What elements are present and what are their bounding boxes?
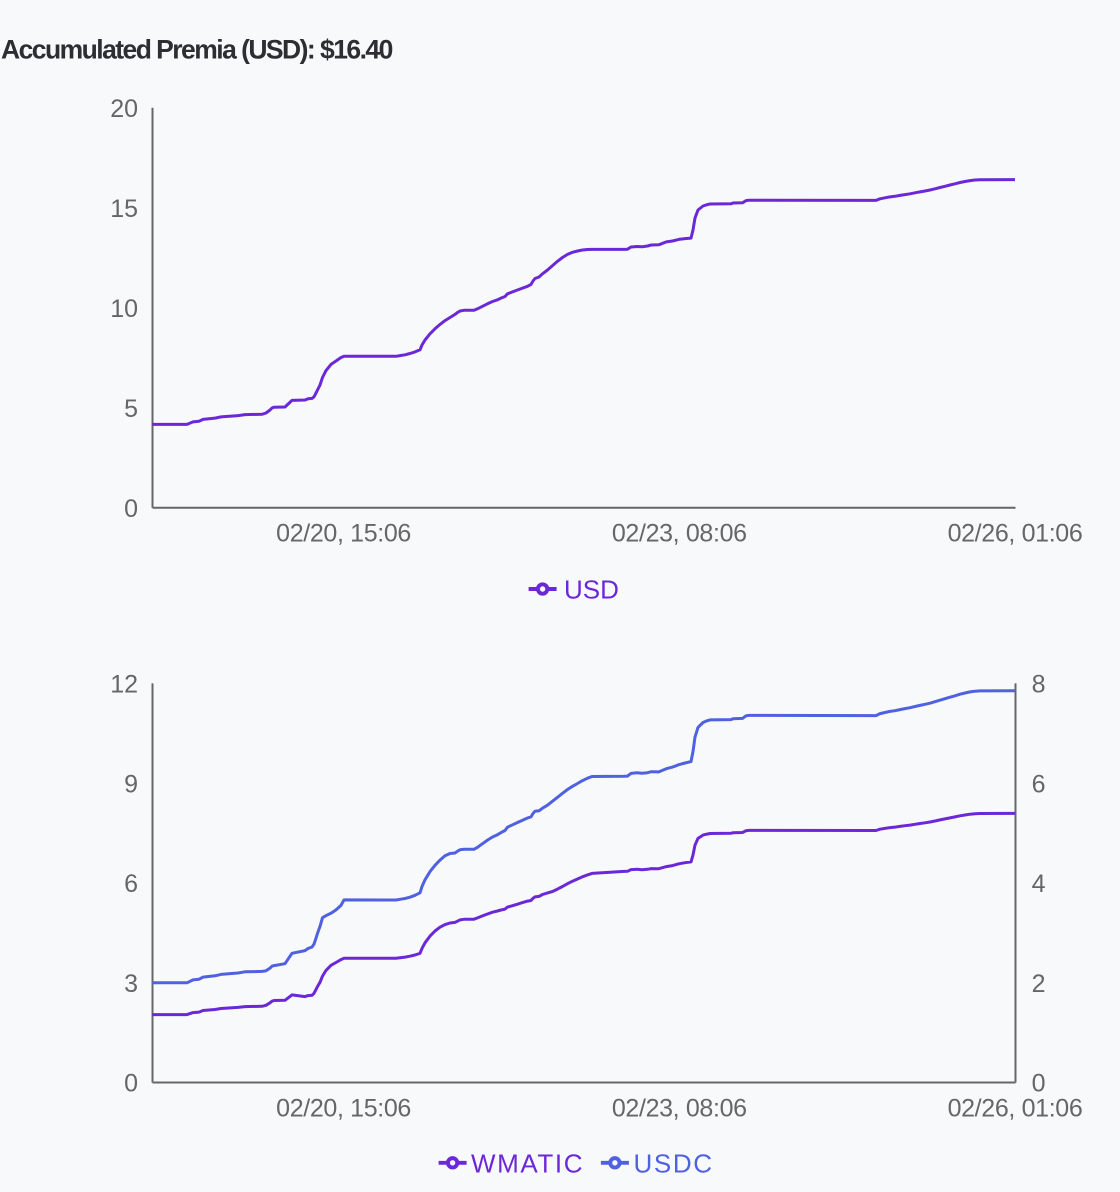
svg-text:0: 0 (124, 495, 138, 523)
svg-text:2: 2 (1032, 970, 1046, 998)
svg-text:WMATIC: WMATIC (471, 1148, 584, 1178)
svg-text:10: 10 (110, 295, 138, 323)
svg-text:02/26, 01:06: 02/26, 01:06 (948, 1095, 1083, 1123)
svg-text:8: 8 (1032, 671, 1046, 699)
svg-text:6: 6 (1032, 770, 1046, 798)
svg-text:3: 3 (124, 970, 138, 998)
svg-text:Accumulated Premia (USD): $16.: Accumulated Premia (USD): $16.40 (1, 34, 393, 64)
svg-text:0: 0 (124, 1070, 138, 1098)
svg-text:12: 12 (110, 671, 138, 699)
svg-text:USDC: USDC (634, 1148, 714, 1178)
svg-text:20: 20 (110, 95, 138, 123)
svg-text:02/26, 01:06: 02/26, 01:06 (948, 520, 1083, 548)
svg-text:0: 0 (1032, 1070, 1046, 1098)
svg-text:9: 9 (124, 770, 138, 798)
svg-text:USD: USD (564, 575, 619, 605)
svg-text:02/20, 15:06: 02/20, 15:06 (276, 520, 411, 548)
svg-text:5: 5 (124, 395, 138, 423)
svg-text:02/23, 08:06: 02/23, 08:06 (612, 520, 747, 548)
svg-text:02/20, 15:06: 02/20, 15:06 (276, 1095, 411, 1123)
svg-text:02/23, 08:06: 02/23, 08:06 (612, 1095, 747, 1123)
svg-text:4: 4 (1032, 870, 1046, 898)
svg-text:15: 15 (110, 195, 138, 223)
svg-text:6: 6 (124, 870, 138, 898)
